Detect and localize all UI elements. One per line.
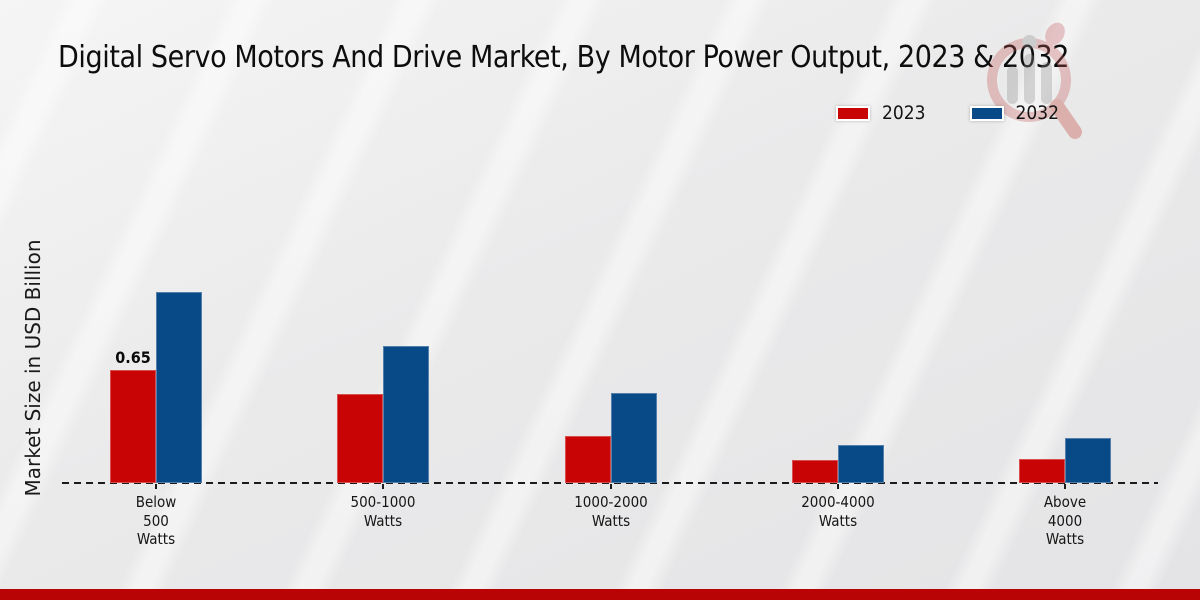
bar-value-label: 0.65: [115, 348, 151, 367]
x-axis-category-label: 1000-2000 Watts: [574, 493, 648, 530]
bar-2023-below-500-watts: [110, 370, 156, 483]
x-axis-category-label: Above 4000 Watts: [1043, 493, 1087, 548]
bar-2032-500-1000-watts: [383, 346, 429, 483]
x-axis-category-label: 500-1000 Watts: [350, 493, 416, 530]
bar-2032-below-500-watts: [156, 292, 202, 483]
x-axis-tick: [382, 484, 384, 489]
footer-accent-bar: [0, 589, 1200, 600]
x-axis-category-label: 2000-4000 Watts: [801, 493, 875, 530]
legend: 2023 2032: [836, 102, 1059, 124]
legend-item-2032: 2032: [969, 102, 1060, 124]
x-axis-category-label: Below 500 Watts: [135, 493, 177, 548]
chart-title: Digital Servo Motors And Drive Market, B…: [58, 40, 1070, 75]
legend-swatch-2023: [836, 105, 870, 121]
bar-2032-1000-2000-watts: [611, 393, 657, 483]
x-axis-tick: [610, 484, 612, 489]
x-axis-tick: [155, 484, 157, 489]
legend-label-2023: 2023: [882, 102, 926, 124]
bar-2032-2000-4000-watts: [838, 445, 884, 483]
bar-2023-1000-2000-watts: [565, 436, 611, 483]
bar-2023-2000-4000-watts: [792, 460, 838, 483]
legend-swatch-2032: [969, 105, 1004, 121]
bar-2023-above-4000-watts: [1019, 459, 1065, 483]
x-axis-tick: [837, 484, 839, 489]
bar-2032-above-4000-watts: [1065, 438, 1111, 483]
legend-item-2023: 2023: [836, 102, 926, 124]
bar-2023-500-1000-watts: [337, 394, 383, 483]
x-axis-baseline: [62, 482, 1158, 484]
x-axis-tick: [1064, 484, 1066, 489]
legend-label-2032: 2032: [1015, 102, 1060, 124]
